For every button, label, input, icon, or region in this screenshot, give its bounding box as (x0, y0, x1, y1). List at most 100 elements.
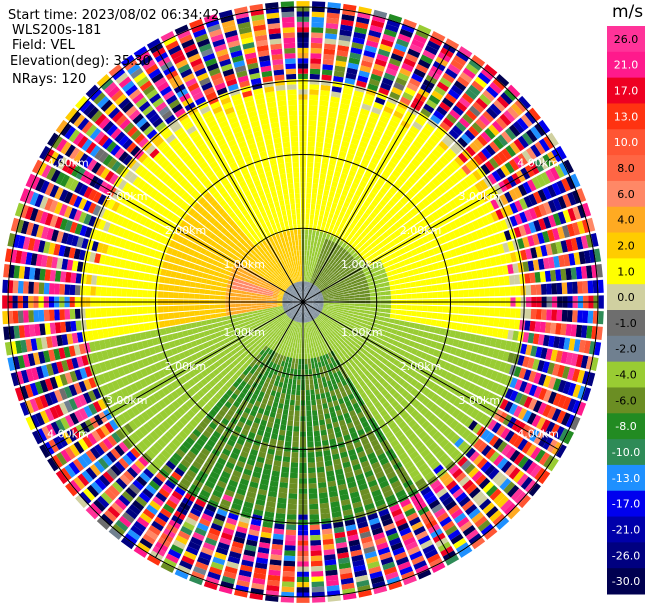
velocity-gate (104, 488, 117, 501)
velocity-gate (394, 262, 401, 269)
velocity-gate (242, 362, 249, 369)
velocity-gate (348, 324, 355, 330)
velocity-gate (307, 462, 316, 468)
velocity-gate (327, 309, 333, 313)
velocity-gate (513, 405, 523, 418)
velocity-gate (303, 270, 306, 277)
velocity-gate (205, 391, 214, 400)
velocity-gate (256, 384, 263, 391)
velocity-gate (305, 311, 308, 318)
velocity-gate (310, 389, 315, 396)
velocity-gate (482, 248, 490, 258)
velocity-gate (313, 240, 318, 247)
velocity-gate (374, 58, 387, 67)
velocity-gate (312, 304, 318, 308)
velocity-gate (346, 444, 355, 452)
velocity-gate (276, 315, 282, 320)
velocity-gate (219, 537, 232, 546)
velocity-gate (331, 202, 338, 209)
velocity-gate (278, 348, 283, 355)
velocity-gate (197, 452, 208, 461)
velocity-gate (426, 553, 441, 564)
velocity-gate (410, 378, 419, 387)
velocity-gate (387, 259, 394, 266)
velocity-gate (489, 103, 502, 116)
velocity-gate (238, 392, 246, 400)
velocity-gate (273, 352, 279, 359)
velocity-gate (249, 448, 259, 457)
velocity-gate (307, 266, 310, 272)
velocity-gate (305, 286, 308, 293)
velocity-gate (471, 537, 486, 550)
velocity-gate (266, 453, 274, 461)
velocity-gate (291, 452, 299, 458)
velocity-gate (517, 355, 525, 366)
velocity-gate (566, 367, 576, 381)
velocity-gate (304, 312, 307, 318)
velocity-gate (284, 316, 289, 321)
velocity-gate (240, 450, 249, 459)
velocity-gate (422, 331, 429, 339)
velocity-gate (489, 141, 500, 153)
velocity-gate (327, 196, 334, 203)
velocity-gate (561, 309, 568, 322)
velocity-gate (365, 196, 374, 204)
velocity-gate (156, 438, 167, 449)
velocity-gate (462, 254, 470, 263)
velocity-gate (209, 434, 219, 444)
velocity-gate (149, 430, 160, 441)
velocity-gate (446, 148, 457, 159)
velocity-gate (345, 179, 353, 187)
velocity-gate (314, 157, 322, 164)
velocity-gate (363, 362, 371, 370)
velocity-gate (253, 315, 259, 320)
velocity-gate (346, 175, 355, 182)
velocity-gate (309, 315, 313, 321)
velocity-gate (484, 64, 498, 77)
velocity-gate (307, 452, 315, 458)
velocity-gate (312, 1, 326, 8)
velocity-gate (171, 423, 182, 434)
velocity-gate (434, 269, 441, 277)
velocity-gate (431, 90, 444, 101)
velocity-gate (309, 290, 314, 295)
velocity-gate (539, 271, 546, 283)
velocity-gate (307, 287, 310, 293)
velocity-gate (94, 443, 105, 456)
velocity-gate (279, 318, 285, 324)
velocity-gate (318, 333, 323, 340)
velocity-gate (439, 472, 451, 483)
velocity-gate (399, 527, 412, 537)
velocity-gate (308, 255, 312, 262)
velocity-gate (282, 314, 288, 319)
velocity-gate (274, 335, 280, 341)
velocity-gate (343, 434, 351, 442)
velocity-gate (145, 529, 159, 541)
velocity-gate (314, 341, 319, 347)
velocity-gate (476, 325, 483, 335)
velocity-gate (312, 352, 317, 359)
velocity-gate (312, 177, 319, 184)
velocity-gate (517, 153, 528, 166)
velocity-gate (560, 323, 567, 336)
velocity-gate (242, 506, 253, 514)
velocity-gate (385, 304, 392, 309)
velocity-gate (553, 255, 561, 268)
velocity-gate (290, 467, 298, 474)
velocity-gate (73, 476, 86, 490)
velocity-gate (325, 322, 331, 327)
velocity-gate (231, 366, 239, 374)
velocity-gate (325, 132, 334, 139)
velocity-gate (543, 201, 553, 215)
velocity-gate (360, 231, 367, 238)
velocity-gate (138, 425, 149, 437)
velocity-gate (456, 273, 463, 282)
velocity-gate (305, 281, 308, 287)
velocity-gate (68, 398, 78, 411)
velocity-gate (190, 353, 198, 361)
velocity-gate (352, 95, 363, 103)
velocity-gate (307, 156, 314, 163)
velocity-gate (106, 382, 116, 393)
velocity-gate (286, 311, 292, 316)
velocity-gate (312, 296, 318, 299)
